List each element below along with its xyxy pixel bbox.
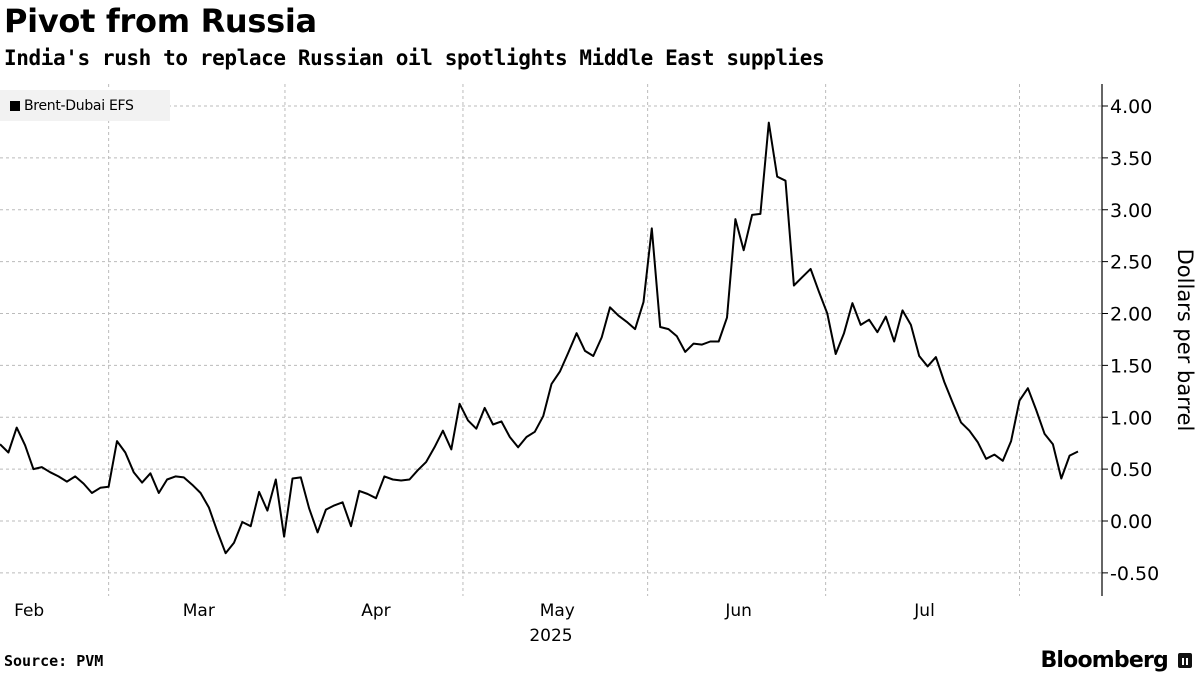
y-tick-label: 0.00	[1110, 511, 1152, 533]
series-lines	[0, 121, 1079, 555]
y-axis: 4.00 3.50 3.00 2.50 2.00 1.50 1.00 0.50 0.00 -0.5…	[1101, 84, 1159, 596]
brand-name: Bloomberg	[1040, 648, 1168, 673]
legend-swatch	[10, 100, 20, 111]
x-axis: Feb Mar Apr May Jun Jul	[14, 601, 935, 621]
x-axis-year-label: 2025	[529, 626, 572, 646]
y-tick-label: 4.00	[1110, 96, 1152, 118]
legend-label: Brent-Dubai EFS	[24, 97, 134, 114]
y-tick-label: 2.00	[1110, 304, 1152, 326]
y-tick-label: 3.50	[1110, 148, 1152, 170]
x-tick-label: Jul	[913, 601, 935, 621]
y-tick-label: 2.50	[1110, 252, 1152, 274]
y-tick-label: 1.00	[1110, 407, 1152, 429]
bloomberg-logo: Bloomberg	[1040, 648, 1192, 673]
y-tick-label: 0.50	[1110, 459, 1152, 481]
x-tick-label: Jun	[724, 601, 752, 621]
chart-title: Pivot from Russia	[4, 2, 317, 40]
chart-subtitle: India's rush to replace Russian oil spot…	[4, 46, 825, 70]
gridlines	[0, 84, 1102, 596]
bloomberg-chart-icon	[1178, 653, 1192, 668]
x-tick-label: Apr	[361, 601, 390, 621]
x-tick-label: Feb	[14, 601, 44, 621]
legend: Brent-Dubai EFS	[0, 90, 170, 121]
series-line-brent-dubai-efs	[0, 121, 1079, 555]
x-tick-label: Mar	[183, 601, 215, 621]
x-tick-label: May	[540, 601, 575, 621]
y-tick-label: 1.50	[1110, 355, 1152, 377]
y-tick-label: -0.50	[1110, 563, 1159, 585]
y-tick-label: 3.00	[1110, 200, 1152, 222]
y-axis-label: Dollars per barrel	[1173, 249, 1197, 432]
source-note: Source: PVM	[4, 652, 104, 670]
